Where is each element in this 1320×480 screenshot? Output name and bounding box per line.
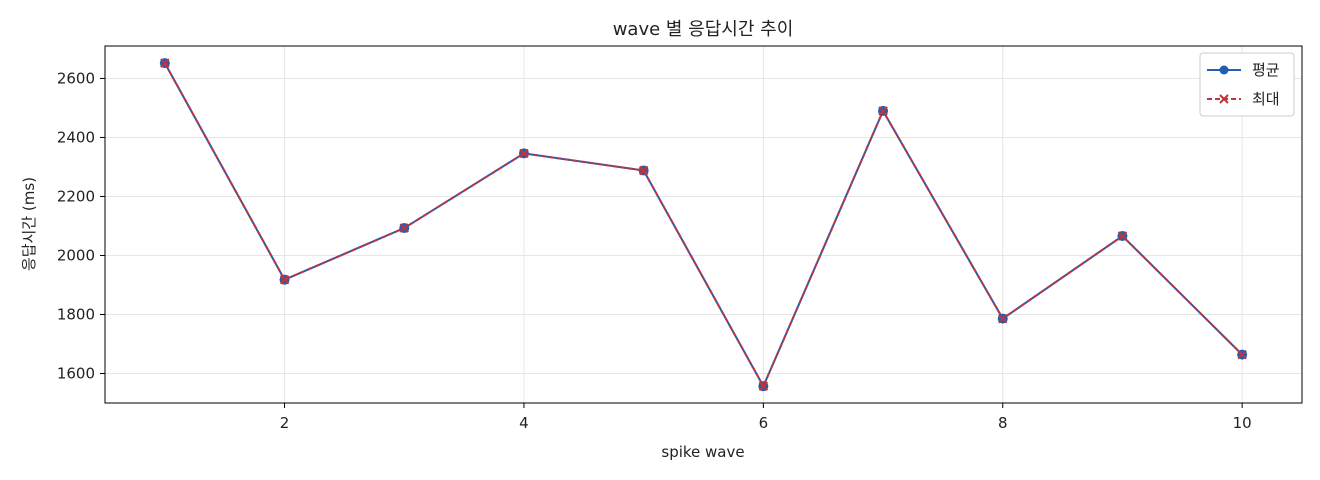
data-point	[638, 165, 649, 176]
x-tick-label: 2	[280, 414, 290, 432]
legend-marker-avg	[1219, 65, 1229, 75]
legend-label-max: 최대	[1252, 90, 1280, 108]
legend: 평균 최대	[1199, 52, 1295, 117]
y-tick-label: 2200	[57, 187, 95, 205]
y-tick-label: 2600	[57, 69, 95, 87]
chart-title: wave 별 응답시간 추이	[613, 19, 794, 40]
x-axis-title: spike wave	[661, 443, 744, 461]
data-point	[878, 106, 888, 116]
data-point	[1117, 231, 1128, 241]
x-tick-label: 10	[1233, 414, 1252, 432]
y-tick-label: 1600	[57, 364, 95, 382]
data-point	[1237, 349, 1247, 360]
y-tick-label: 2400	[57, 128, 95, 146]
series-layer	[159, 58, 1248, 392]
data-point	[998, 313, 1008, 324]
x-axis-ticks: 2 4 6 8 10	[280, 403, 1252, 432]
plot-area	[104, 45, 1303, 404]
series-line-0	[163, 62, 1243, 389]
series-line-1	[163, 62, 1243, 389]
data-point	[758, 381, 769, 391]
data-point	[399, 223, 409, 233]
y-axis-ticks: 1600 1800 2000 2200 2400 2600	[57, 69, 105, 382]
data-point	[279, 274, 290, 285]
x-tick-label: 8	[998, 414, 1008, 432]
x-tick-label: 4	[519, 414, 529, 432]
legend-marker-max	[1219, 94, 1229, 104]
data-point	[519, 148, 529, 159]
y-tick-label: 2000	[57, 246, 95, 264]
series-1	[160, 58, 1247, 391]
legend-box	[1199, 52, 1295, 117]
y-axis-title: 응답시간 (ms)	[20, 177, 38, 271]
data-point	[160, 58, 170, 68]
y-tick-label: 1800	[57, 305, 95, 323]
series-0	[159, 58, 1248, 392]
legend-label-avg: 평균	[1252, 61, 1280, 79]
x-tick-label: 6	[759, 414, 769, 432]
grid	[105, 46, 1302, 403]
